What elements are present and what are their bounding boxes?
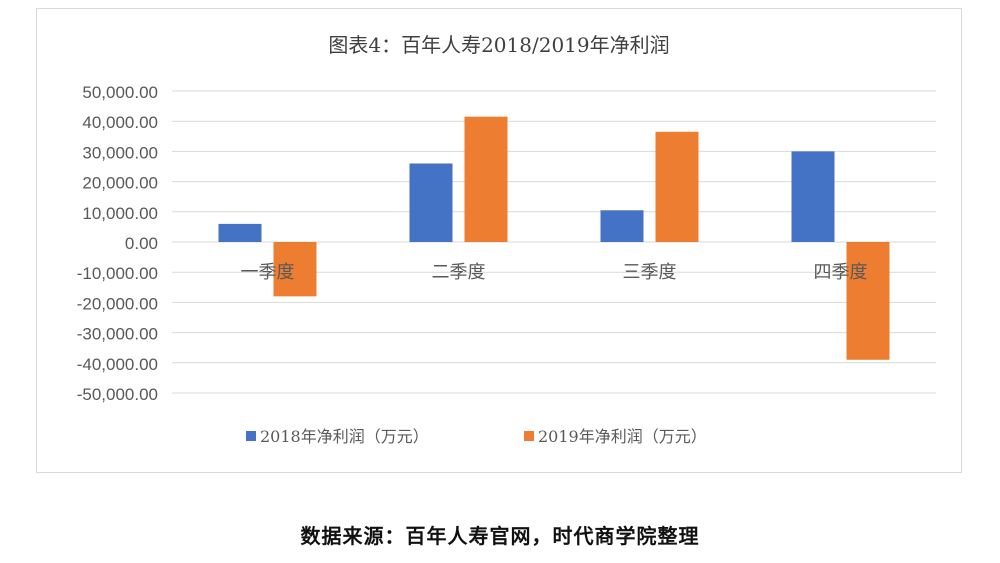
y-tick-label: 10,000.00 xyxy=(82,204,158,223)
legend-swatch xyxy=(524,431,534,441)
y-tick-label: 20,000.00 xyxy=(82,174,158,193)
bar-2018-4 xyxy=(791,151,835,242)
source-note: 数据来源：百年人寿官网，时代商学院整理 xyxy=(300,524,700,548)
y-tick-label: 30,000.00 xyxy=(82,143,158,162)
bar-2019-4 xyxy=(846,242,890,360)
bar-2019-3 xyxy=(655,131,699,242)
bar-2018-1 xyxy=(218,223,262,242)
bar-2019-1 xyxy=(273,242,317,297)
chart: 图表4：百年人寿2018/2019年净利润 50,000.00 40,000.00… xyxy=(77,33,936,446)
y-tick-label: -10,000.00 xyxy=(77,264,158,283)
y-tick-label: -50,000.00 xyxy=(77,385,158,404)
y-tick-label: 50,000.00 xyxy=(82,83,158,102)
y-tick-label: -40,000.00 xyxy=(77,355,158,374)
y-tick-label: -30,000.00 xyxy=(77,325,158,344)
bar-2019-2 xyxy=(464,116,508,242)
legend-label: 2019年净利润（万元） xyxy=(538,427,707,446)
y-tick-label: -20,000.00 xyxy=(77,294,158,313)
bar-2018-2 xyxy=(409,163,453,242)
bar-2018-3 xyxy=(600,210,644,242)
legend-label: 2018年净利润（万元） xyxy=(260,427,429,446)
category-label: 三季度 xyxy=(623,262,677,283)
legend-swatch xyxy=(246,431,256,441)
category-label: 二季度 xyxy=(432,262,486,283)
chart-title: 图表4：百年人寿2018/2019年净利润 xyxy=(328,33,669,57)
category-label: 四季度 xyxy=(814,262,868,283)
category-label: 一季度 xyxy=(241,262,295,283)
y-tick-label: 40,000.00 xyxy=(82,113,158,132)
y-tick-label: 0.00 xyxy=(125,234,158,253)
